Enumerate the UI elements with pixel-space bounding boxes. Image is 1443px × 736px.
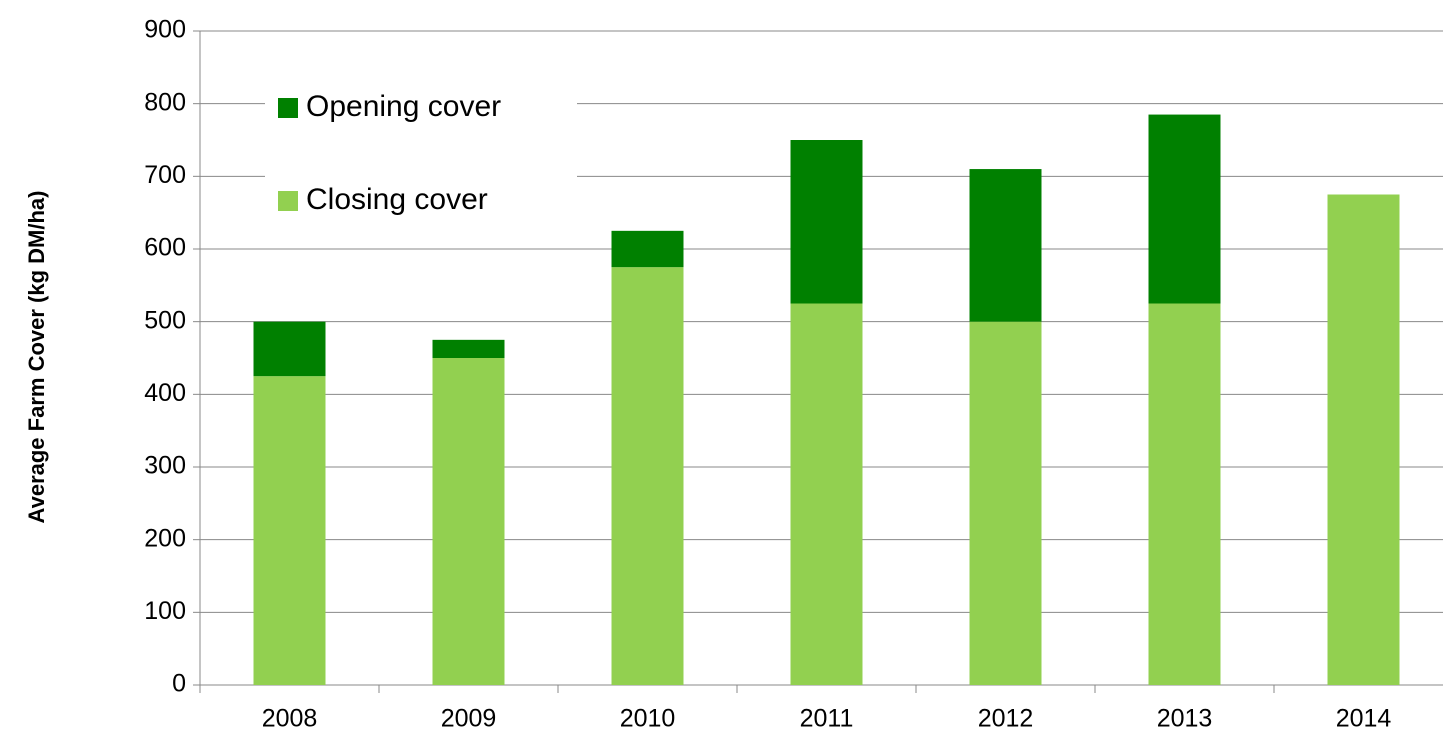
legend-swatch: [278, 191, 298, 211]
bar-segment: [611, 230, 684, 268]
y-tick-label: 900: [144, 16, 186, 44]
x-tick-label: 2013: [1157, 705, 1213, 733]
x-tick-label: 2011: [800, 705, 854, 733]
y-tick-label: 700: [144, 161, 186, 189]
bar-segment: [432, 358, 505, 685]
x-tick-label: 2008: [262, 705, 318, 733]
bar-segment: [253, 376, 326, 685]
bar-segment: [253, 321, 326, 377]
bar-segment: [969, 321, 1042, 685]
bar-segment: [1148, 114, 1221, 304]
x-tick-label: 2014: [1336, 705, 1392, 733]
legend-label: Closing cover: [306, 183, 488, 216]
bar-segment: [969, 169, 1042, 322]
y-tick-label: 100: [144, 597, 186, 625]
y-tick-label: 0: [172, 670, 186, 698]
bar-segment: [790, 303, 863, 685]
bar-segment: [611, 267, 684, 685]
bar-segment: [1148, 303, 1221, 685]
bar-segment: [1327, 194, 1400, 685]
legend-swatch: [278, 98, 298, 118]
legend-box: [265, 75, 577, 230]
x-tick-label: 2010: [620, 705, 676, 733]
y-tick-label: 600: [144, 234, 186, 262]
x-tick-label: 2009: [441, 705, 497, 733]
y-tick-label: 800: [144, 88, 186, 116]
y-tick-label: 500: [144, 306, 186, 334]
x-tick-label: 2012: [978, 705, 1034, 733]
legend-label: Opening cover: [306, 90, 501, 123]
y-tick-label: 200: [144, 524, 186, 552]
bar-segment: [432, 339, 505, 358]
y-tick-label: 400: [144, 379, 186, 407]
bar-segment: [790, 140, 863, 304]
y-axis-label: Average Farm Cover (kg DM/ha): [24, 191, 49, 524]
y-tick-label: 300: [144, 452, 186, 480]
